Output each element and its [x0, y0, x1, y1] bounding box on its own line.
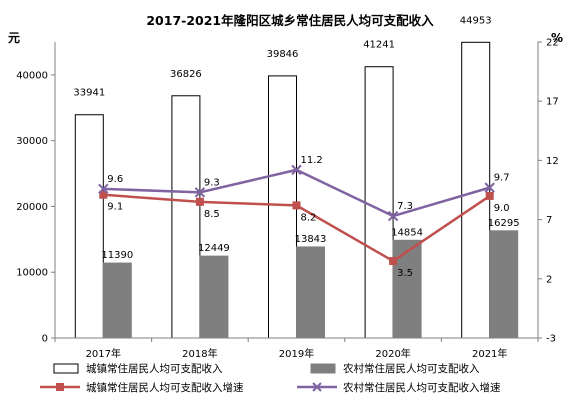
urban-growth-point: [389, 257, 398, 266]
legend-label: 农村常住居民人均可支配收入: [343, 362, 480, 375]
x-marker-stroke: [484, 182, 495, 193]
right-tick-label: 17: [546, 97, 559, 108]
legend-label: 城镇常住居民人均可支配收入增速: [86, 381, 244, 394]
legend-marker: [56, 383, 64, 391]
lines-layer: [98, 164, 495, 266]
urban-income-label: 41241: [363, 40, 395, 51]
bars-layer: [74, 41, 519, 339]
rural-growth-point: [387, 210, 399, 222]
rural-growth-label: 9.7: [494, 173, 510, 184]
urban-growth-label: 8.2: [301, 212, 317, 223]
right-tick-label: 2: [546, 274, 552, 285]
urban-income-label: 39846: [267, 49, 299, 60]
x-tick-label: 2018年: [182, 347, 217, 360]
labels-layer: 33941 36826 39846 41241 44953 11390 12449 13843…: [73, 15, 519, 279]
chart-title: 2017-2021年隆阳区城乡常住居民人均可支配收入: [146, 13, 434, 28]
rural-growth-label: 11.2: [301, 155, 323, 166]
rural-income-label: 14854: [391, 227, 423, 238]
urban-growth-point: [485, 191, 494, 200]
legend-label: 城镇常住居民人均可支配收入: [86, 362, 223, 375]
left-tick-label: 10000: [16, 268, 48, 279]
left-tick-label: 20000: [16, 202, 48, 213]
right-tick-label: 22: [546, 38, 559, 49]
rural-growth-point: [194, 187, 206, 198]
legend: 城镇常住居民人均可支配收入 农村常住居民人均可支配收入城镇常住居民人均可支配收入增…: [40, 362, 501, 394]
left-axis-unit: 元: [8, 31, 20, 45]
rural-growth-point: [98, 183, 109, 195]
urban-growth-point: [292, 201, 301, 210]
axes-layer: 0 10000 20000 30000 40000 -3 2 7 12 17 22 2017年 2018…: [16, 38, 559, 361]
urban-growth-label: 3.5: [397, 268, 413, 279]
legend-swatch: [310, 363, 336, 374]
rural-growth-label: 7.3: [397, 201, 413, 212]
rural-income-bar: [199, 255, 229, 339]
urban-income-bar: [364, 66, 394, 339]
x-tick-label: 2017年: [86, 347, 121, 360]
right-tick-label: 12: [546, 156, 559, 167]
rural-income-label: 11390: [101, 250, 133, 261]
rural-income-label: 16295: [488, 218, 520, 229]
x-marker-stroke: [194, 187, 206, 198]
rural-growth-label: 9.6: [107, 174, 123, 185]
right-tick-label: -3: [546, 334, 556, 345]
legend-item: 城镇常住居民人均可支配收入增速: [40, 381, 244, 394]
right-tick-label: 7: [546, 215, 552, 226]
legend-label: 农村常住居民人均可支配收入增速: [343, 381, 501, 394]
urban-growth-point: [99, 190, 108, 199]
rural-growth-label: 9.3: [204, 177, 220, 188]
legend-item: 农村常住居民人均可支配收入增速: [297, 381, 501, 394]
x-tick-label: 2019年: [279, 347, 314, 360]
legend-marker: [312, 382, 322, 392]
urban-income-label: 33941: [73, 88, 105, 99]
left-tick-label: 40000: [16, 70, 48, 81]
rural-income-bar: [392, 239, 422, 339]
urban-income-bar: [171, 95, 201, 339]
urban-growth-label: 9.0: [494, 203, 510, 214]
left-tick-label: 30000: [16, 136, 48, 147]
rural-income-bar: [296, 246, 325, 339]
left-tick-label: 0: [42, 334, 48, 345]
rural-growth-point: [484, 182, 495, 193]
rural-income-bar: [489, 230, 519, 339]
legend-item: 农村常住居民人均可支配收入: [310, 362, 480, 375]
urban-income-label: 36826: [170, 69, 202, 80]
x-tick-label: 2021年: [472, 347, 507, 360]
urban-growth-label: 8.5: [204, 209, 220, 220]
urban-growth-point: [195, 197, 204, 206]
rural-income-label: 12449: [198, 243, 230, 254]
x-tick-label: 2020年: [375, 347, 410, 360]
x-marker-stroke: [291, 164, 302, 176]
urban-growth-label: 9.1: [107, 202, 123, 213]
rural-income-bar: [102, 262, 132, 339]
right-axis-unit: %: [551, 31, 563, 45]
x-marker-stroke: [98, 183, 109, 195]
x-marker-stroke: [387, 210, 399, 222]
legend-swatch: [53, 363, 79, 374]
urban-income-bar: [268, 75, 297, 339]
urban-income-label: 44953: [460, 15, 492, 26]
rural-growth-point: [291, 164, 302, 176]
urban-income-bar: [74, 114, 104, 339]
legend-item: 城镇常住居民人均可支配收入: [53, 362, 223, 375]
rural-income-label: 13843: [295, 234, 327, 245]
